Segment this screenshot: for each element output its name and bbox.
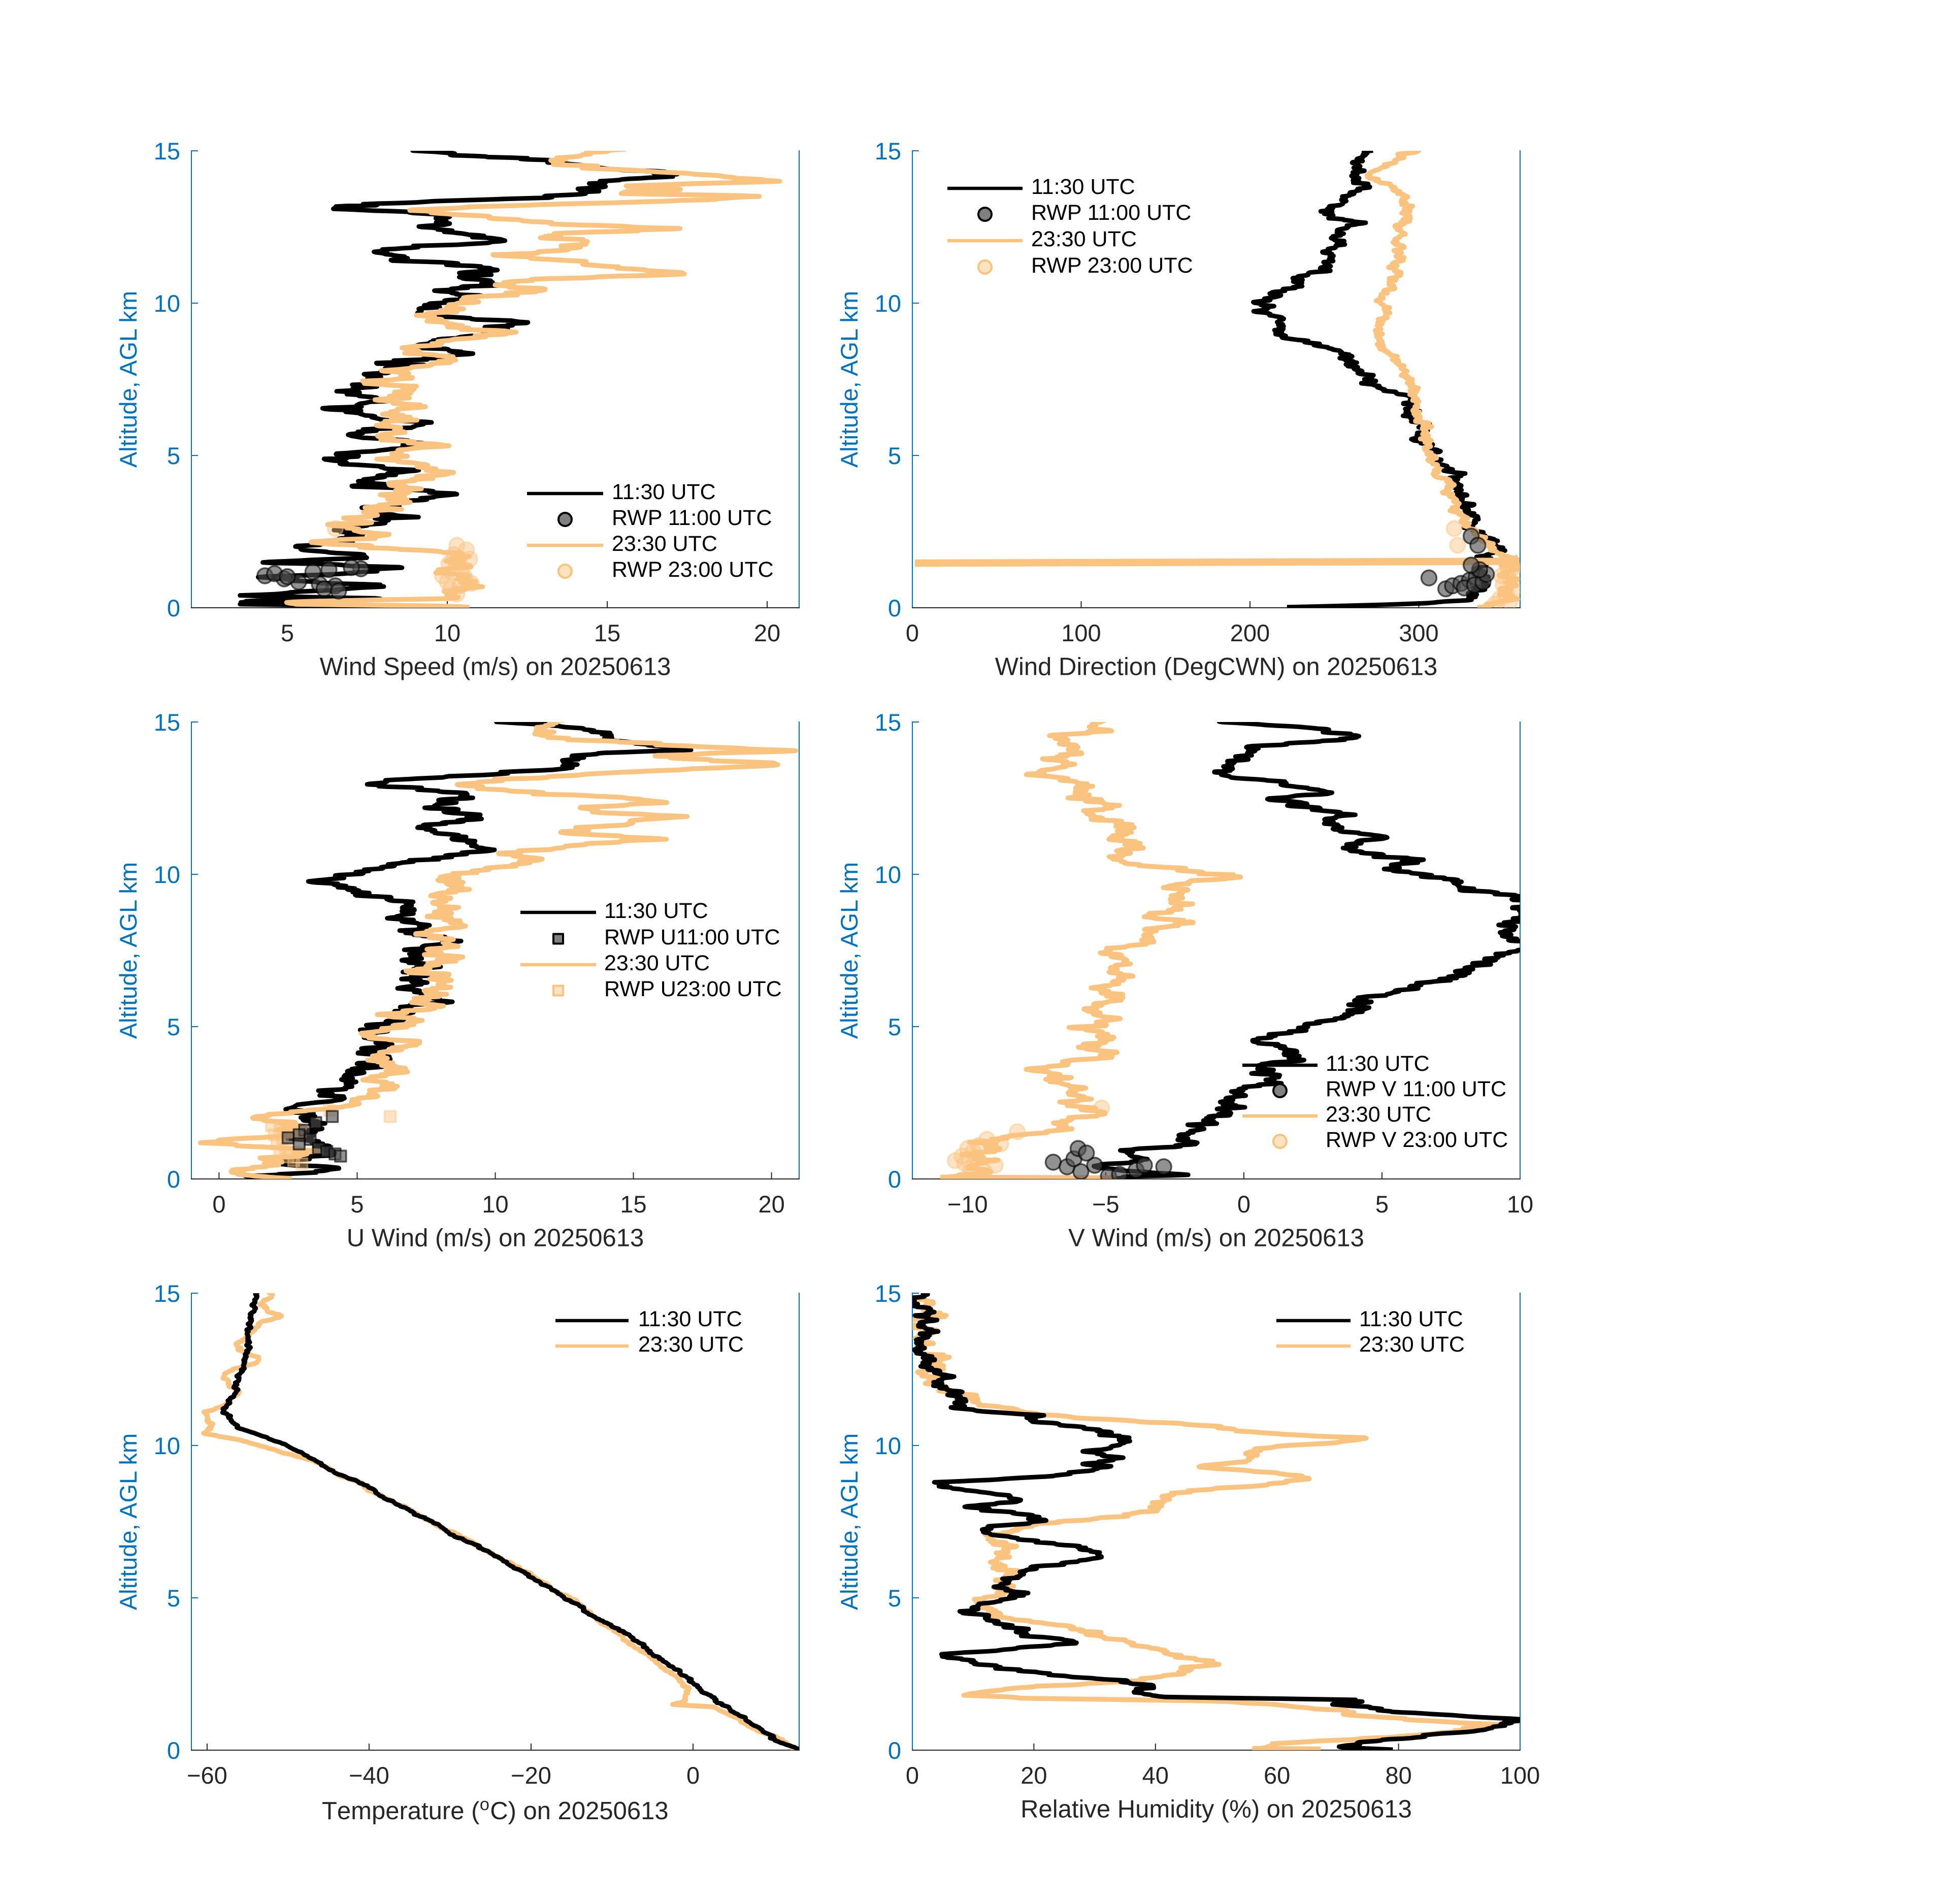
svg-text:5: 5 — [350, 1191, 364, 1218]
svg-text:0: 0 — [167, 1166, 180, 1193]
svg-text:Wind Speed (m/s) on 20250613: Wind Speed (m/s) on 20250613 — [320, 653, 671, 680]
svg-text:−20: −20 — [511, 1762, 551, 1789]
svg-text:10: 10 — [154, 290, 180, 317]
svg-text:5: 5 — [888, 442, 901, 469]
svg-text:T e m p: T e m p e r a t u r e ( C ) o n 2 0 2 5 — [322, 1795, 671, 1825]
svg-text:10: 10 — [875, 290, 901, 317]
svg-text:Altitude, AGL km: Altitude, AGL km — [836, 291, 863, 468]
svg-text:Relative Humidity (%) on 20250: Relative Humidity (%) on 20250613 — [1021, 1795, 1412, 1823]
svg-text:100: 100 — [1061, 619, 1101, 646]
svg-text:10: 10 — [875, 1432, 901, 1459]
svg-text:Altitude, AGL km: Altitude, AGL km — [115, 1433, 142, 1610]
svg-text:−10: −10 — [947, 1191, 988, 1218]
svg-text:200: 200 — [1230, 619, 1270, 646]
svg-text:Altitude, AGL km: Altitude, AGL km — [115, 862, 142, 1039]
svg-text:60: 60 — [1264, 1762, 1290, 1789]
svg-text:15: 15 — [154, 709, 180, 736]
svg-text:80: 80 — [1385, 1762, 1411, 1789]
svg-text:23:30 UTC: 23:30 UTC — [638, 1332, 744, 1357]
svg-text:11:30 UTC: 11:30 UTC — [638, 1307, 742, 1331]
svg-text:5: 5 — [1375, 1191, 1389, 1218]
svg-text:11:30 UTC: 11:30 UTC — [1031, 175, 1135, 199]
svg-text:RWP 11:00 UTC: RWP 11:00 UTC — [612, 506, 772, 530]
svg-text:11:30 UTC: 11:30 UTC — [1359, 1307, 1463, 1331]
svg-text:20: 20 — [754, 619, 780, 646]
svg-text:−5: −5 — [1092, 1191, 1120, 1218]
svg-text:15: 15 — [620, 1191, 646, 1218]
svg-text:−60: −60 — [187, 1762, 227, 1789]
svg-text:10: 10 — [482, 1191, 508, 1218]
svg-text:5: 5 — [888, 1013, 901, 1040]
svg-text:RWP V 11:00 UTC: RWP V 11:00 UTC — [1326, 1077, 1506, 1101]
svg-text:15: 15 — [154, 138, 180, 165]
svg-text:11:30 UTC: 11:30 UTC — [612, 480, 716, 504]
svg-text:RWP V 23:00 UTC: RWP V 23:00 UTC — [1326, 1128, 1508, 1152]
svg-text:0: 0 — [906, 619, 919, 646]
svg-text:0: 0 — [888, 1737, 901, 1764]
svg-text:U Wind (m/s) on 20250613: U Wind (m/s) on 20250613 — [347, 1224, 644, 1252]
svg-text:RWP 23:00 UTC: RWP 23:00 UTC — [612, 557, 774, 582]
svg-text:100: 100 — [1500, 1762, 1540, 1789]
svg-text:0: 0 — [167, 595, 180, 621]
svg-text:5: 5 — [167, 442, 180, 469]
svg-text:Altitude, AGL km: Altitude, AGL km — [836, 862, 863, 1039]
svg-text:−40: −40 — [349, 1762, 389, 1789]
svg-text:10: 10 — [434, 619, 460, 646]
svg-text:15: 15 — [875, 1280, 901, 1307]
svg-text:300: 300 — [1399, 619, 1438, 646]
svg-text:5: 5 — [281, 619, 294, 646]
svg-text:RWP 11:00 UTC: RWP 11:00 UTC — [1031, 201, 1191, 225]
svg-text:23:30 UTC: 23:30 UTC — [604, 951, 710, 975]
svg-text:RWP 23:00 UTC: RWP 23:00 UTC — [1031, 253, 1193, 278]
svg-text:Altitude, AGL km: Altitude, AGL km — [115, 291, 142, 468]
svg-text:11:30 UTC: 11:30 UTC — [604, 899, 708, 923]
svg-text:5: 5 — [167, 1013, 180, 1040]
svg-text:20: 20 — [758, 1191, 784, 1218]
svg-text:23:30 UTC: 23:30 UTC — [612, 532, 717, 556]
svg-text:5: 5 — [888, 1585, 901, 1612]
svg-text:23:30 UTC: 23:30 UTC — [1359, 1332, 1465, 1357]
svg-text:0: 0 — [906, 1762, 919, 1789]
svg-text:23:30 UTC: 23:30 UTC — [1031, 227, 1137, 251]
svg-text:10: 10 — [154, 861, 180, 888]
svg-text:5: 5 — [167, 1585, 180, 1612]
svg-text:15: 15 — [875, 138, 901, 165]
svg-text:0: 0 — [686, 1762, 700, 1789]
svg-text:Wind Direction (DegCWN) on 202: Wind Direction (DegCWN) on 20250613 — [995, 653, 1438, 680]
svg-text:10: 10 — [875, 861, 901, 888]
svg-text:10: 10 — [1507, 1191, 1533, 1218]
svg-text:40: 40 — [1142, 1762, 1169, 1789]
svg-text:Altitude, AGL km: Altitude, AGL km — [836, 1433, 863, 1610]
svg-text:0: 0 — [888, 595, 901, 621]
svg-text:0: 0 — [1237, 1191, 1250, 1218]
svg-text:0: 0 — [212, 1191, 225, 1218]
svg-text:15: 15 — [594, 619, 620, 646]
svg-text:15: 15 — [154, 1280, 180, 1307]
svg-text:11:30 UTC: 11:30 UTC — [1326, 1052, 1430, 1076]
svg-text:0: 0 — [167, 1737, 180, 1764]
svg-text:23:30 UTC: 23:30 UTC — [1326, 1102, 1431, 1127]
svg-text:15: 15 — [875, 709, 901, 736]
svg-text:RWP U23:00 UTC: RWP U23:00 UTC — [604, 977, 782, 1001]
svg-text:0: 0 — [888, 1166, 901, 1193]
svg-text:10: 10 — [154, 1432, 180, 1459]
svg-text:20: 20 — [1021, 1762, 1047, 1789]
svg-text:RWP U11:00 UTC: RWP U11:00 UTC — [604, 925, 780, 949]
svg-text:V Wind (m/s) on 20250613: V Wind (m/s) on 20250613 — [1068, 1224, 1364, 1252]
